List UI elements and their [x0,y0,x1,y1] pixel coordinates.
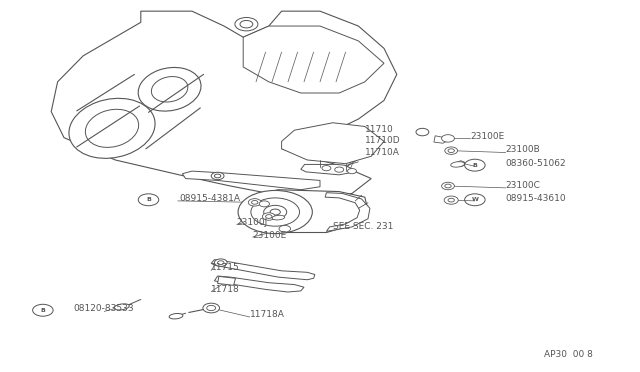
Circle shape [279,225,291,232]
Text: 11710D: 11710D [365,136,401,145]
Ellipse shape [451,162,465,167]
Polygon shape [218,276,236,285]
Polygon shape [325,193,370,231]
Circle shape [322,166,331,171]
Ellipse shape [138,67,201,111]
Circle shape [262,213,275,220]
Text: W: W [472,197,478,202]
Text: 23100C: 23100C [506,181,540,190]
Text: 23100J: 23100J [237,218,268,227]
Text: AP30  00 8: AP30 00 8 [544,350,593,359]
Text: 23100E: 23100E [470,132,505,141]
Circle shape [240,20,253,28]
Text: SEE SEC. 231: SEE SEC. 231 [333,222,393,231]
Circle shape [442,135,454,142]
Polygon shape [282,123,384,164]
Text: 08915-4381A: 08915-4381A [179,194,240,203]
Text: B: B [40,308,45,313]
Polygon shape [248,190,368,232]
Circle shape [235,17,258,31]
Polygon shape [301,164,351,175]
Text: 11710A: 11710A [365,148,399,157]
Circle shape [348,169,356,174]
Circle shape [238,190,312,234]
Text: 11718: 11718 [211,285,240,294]
Circle shape [203,303,220,313]
Circle shape [259,201,269,207]
Ellipse shape [114,304,129,310]
Text: 08915-43610: 08915-43610 [506,194,566,203]
Circle shape [270,209,280,215]
Circle shape [248,199,261,206]
Text: B: B [472,163,477,168]
Text: 23100B: 23100B [506,145,540,154]
Text: 08120-83533: 08120-83533 [74,304,134,313]
Text: 08360-51062: 08360-51062 [506,159,566,168]
Polygon shape [434,136,448,143]
Polygon shape [457,161,465,167]
Circle shape [442,182,454,190]
Text: 11710: 11710 [365,125,394,134]
Polygon shape [182,171,320,190]
Polygon shape [243,26,384,93]
Circle shape [335,167,344,172]
Polygon shape [211,260,315,280]
Circle shape [251,198,300,226]
Circle shape [444,196,458,204]
Circle shape [264,205,287,219]
Text: 11718A: 11718A [250,310,284,319]
Text: 11715: 11715 [211,263,240,272]
Polygon shape [214,276,304,292]
Ellipse shape [69,98,155,158]
Text: B: B [146,197,151,202]
Circle shape [211,172,224,180]
Circle shape [214,259,227,266]
Polygon shape [51,11,397,197]
Circle shape [445,147,458,154]
Ellipse shape [272,215,285,220]
Text: 23100E: 23100E [253,231,287,240]
Ellipse shape [85,109,139,147]
Ellipse shape [169,314,183,319]
Ellipse shape [152,77,188,102]
Circle shape [416,128,429,136]
